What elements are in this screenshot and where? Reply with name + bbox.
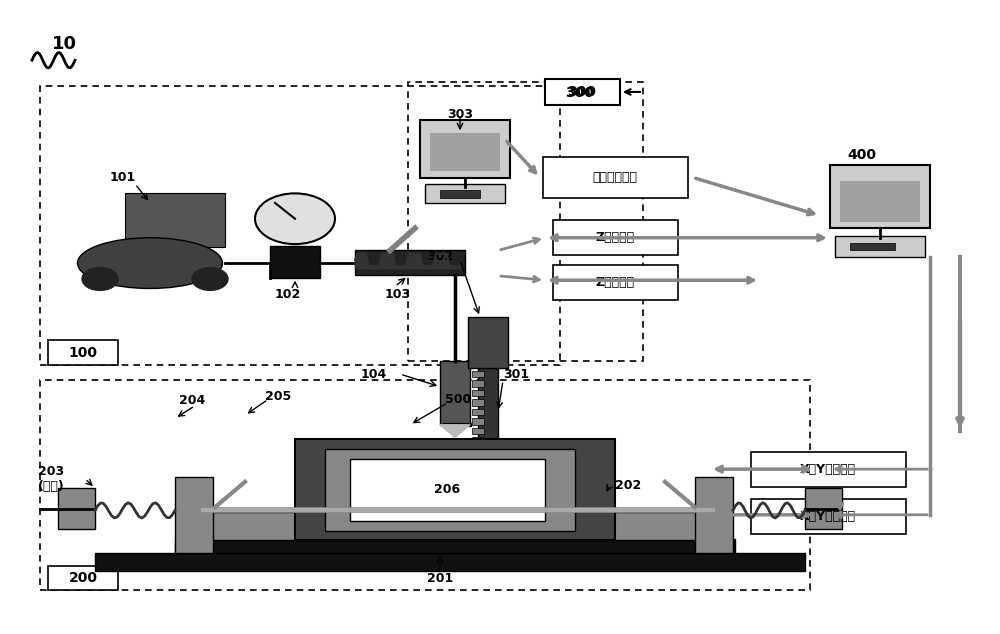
Circle shape: [192, 268, 228, 290]
FancyBboxPatch shape: [805, 488, 842, 529]
FancyBboxPatch shape: [472, 409, 484, 415]
Text: 202: 202: [615, 479, 641, 491]
Text: 500: 500: [445, 393, 471, 406]
FancyBboxPatch shape: [840, 181, 920, 222]
FancyBboxPatch shape: [325, 449, 575, 531]
FancyBboxPatch shape: [545, 81, 615, 105]
FancyBboxPatch shape: [295, 439, 615, 540]
FancyBboxPatch shape: [472, 380, 484, 387]
FancyBboxPatch shape: [552, 220, 678, 255]
FancyBboxPatch shape: [58, 488, 95, 529]
Text: 300: 300: [566, 86, 594, 100]
FancyBboxPatch shape: [440, 361, 470, 425]
Text: X、Y位置信号: X、Y位置信号: [800, 510, 856, 523]
FancyBboxPatch shape: [472, 390, 484, 396]
Text: Z运动信号: Z运动信号: [595, 231, 635, 244]
Circle shape: [82, 268, 118, 290]
Text: 303: 303: [447, 108, 473, 120]
FancyBboxPatch shape: [175, 477, 213, 553]
FancyBboxPatch shape: [350, 459, 545, 521]
Text: 101: 101: [110, 171, 136, 184]
Ellipse shape: [78, 238, 223, 288]
Text: 100: 100: [68, 346, 98, 359]
FancyBboxPatch shape: [425, 184, 505, 203]
FancyBboxPatch shape: [850, 243, 895, 250]
FancyBboxPatch shape: [472, 399, 484, 406]
FancyBboxPatch shape: [830, 165, 930, 228]
FancyBboxPatch shape: [200, 512, 715, 540]
FancyBboxPatch shape: [552, 264, 678, 299]
Text: 203
(右同): 203 (右同): [38, 465, 65, 493]
FancyBboxPatch shape: [695, 477, 733, 553]
FancyBboxPatch shape: [95, 553, 805, 571]
Text: 205: 205: [265, 390, 291, 403]
FancyBboxPatch shape: [472, 437, 484, 444]
Text: 102: 102: [275, 288, 301, 301]
Text: 图像处理结果: 图像处理结果: [592, 171, 638, 184]
FancyBboxPatch shape: [355, 250, 465, 275]
FancyBboxPatch shape: [478, 368, 498, 444]
Text: 200: 200: [68, 571, 98, 585]
FancyBboxPatch shape: [440, 190, 480, 198]
FancyBboxPatch shape: [472, 428, 484, 434]
FancyBboxPatch shape: [472, 418, 484, 425]
Text: Z位置信号: Z位置信号: [595, 276, 635, 288]
Text: 204: 204: [179, 394, 205, 407]
Text: 206: 206: [434, 483, 460, 496]
FancyBboxPatch shape: [468, 317, 508, 368]
FancyBboxPatch shape: [750, 451, 906, 487]
FancyBboxPatch shape: [48, 566, 118, 590]
FancyBboxPatch shape: [200, 507, 715, 512]
Text: X、Y运动信号: X、Y运动信号: [800, 463, 856, 476]
Text: 300: 300: [568, 85, 596, 99]
Text: 104: 104: [361, 368, 387, 380]
FancyBboxPatch shape: [175, 539, 735, 553]
Text: 400: 400: [848, 148, 876, 162]
Text: 10: 10: [52, 35, 77, 53]
FancyBboxPatch shape: [750, 500, 906, 534]
FancyBboxPatch shape: [835, 236, 925, 257]
Text: 302: 302: [427, 250, 453, 263]
FancyBboxPatch shape: [270, 246, 320, 278]
FancyBboxPatch shape: [472, 371, 484, 377]
FancyBboxPatch shape: [542, 157, 688, 198]
FancyBboxPatch shape: [545, 79, 620, 105]
FancyBboxPatch shape: [125, 193, 225, 247]
FancyBboxPatch shape: [420, 120, 510, 178]
FancyBboxPatch shape: [48, 340, 118, 365]
Circle shape: [255, 193, 335, 244]
Text: 301: 301: [503, 368, 529, 380]
Text: 103: 103: [385, 288, 411, 301]
Text: 201: 201: [427, 572, 453, 585]
FancyBboxPatch shape: [430, 133, 500, 171]
Polygon shape: [440, 425, 470, 437]
